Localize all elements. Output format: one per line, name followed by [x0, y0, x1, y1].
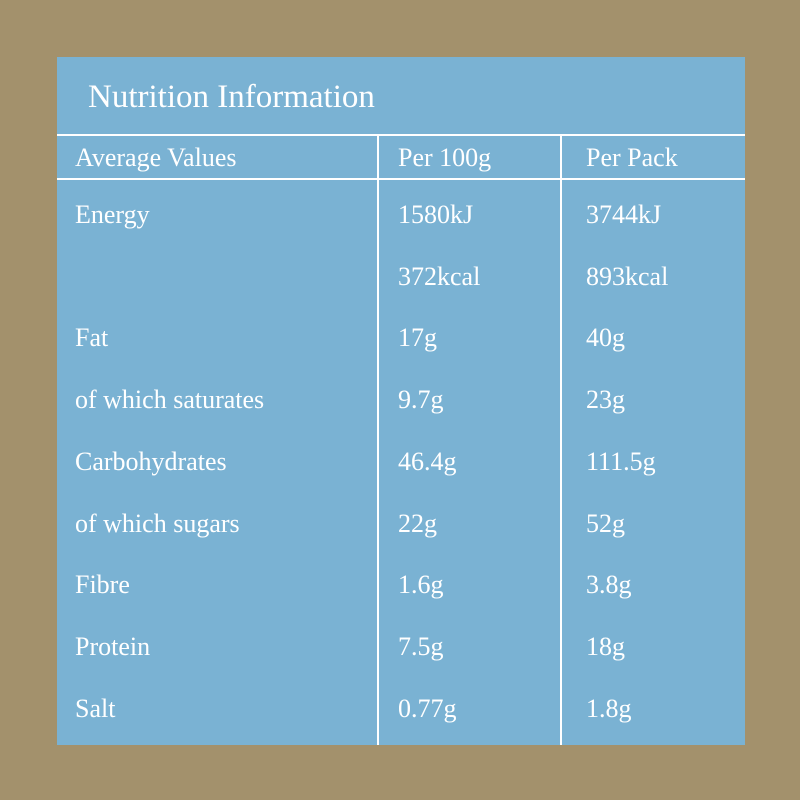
header-cell: Average Values [75, 143, 237, 172]
per-pack-cell: 893kcal [586, 261, 669, 291]
row-label: Protein [75, 631, 151, 661]
per-100g-cell: 372kcal [398, 261, 481, 291]
per-100g-cell: 7.5g [398, 631, 444, 661]
row-label: Fibre [75, 570, 130, 600]
per-100g-cell: 17g [398, 323, 437, 353]
per-pack-cell: 3744kJ [586, 200, 662, 229]
per-pack-cell: 111.5g [586, 446, 656, 476]
row-label: of which sugars [75, 508, 240, 538]
per-pack-cell: 52g [586, 508, 625, 538]
per-100g-cell: 9.7g [398, 385, 444, 415]
header-cell: Per 100g [398, 143, 492, 172]
row-label: of which saturates [75, 385, 265, 415]
per-100g-cell: 1.6g [398, 570, 444, 600]
nutrition-panel: Nutrition Information Average Values Per… [57, 57, 745, 745]
per-pack-cell: 3.8g [586, 570, 632, 600]
row-label: Energy [75, 200, 150, 229]
per-100g-cell: 0.77g [398, 693, 457, 723]
per-pack-cell: 40g [586, 323, 625, 353]
row-label: Salt [75, 693, 116, 723]
per-pack-cell: 18g [586, 631, 625, 661]
row-label: Carbohydrates [75, 446, 227, 476]
row-label: Fat [75, 323, 109, 353]
per-pack-cell: 1.8g [586, 693, 632, 723]
divider [57, 134, 745, 136]
divider [57, 178, 745, 180]
column-divider [377, 135, 379, 745]
per-100g-cell: 22g [398, 508, 437, 538]
per-100g-cell: 46.4g [398, 446, 457, 476]
per-100g-cell: 1580kJ [398, 200, 474, 229]
column-divider [560, 135, 562, 745]
per-pack-cell: 23g [586, 385, 625, 415]
title: Nutrition Information [88, 79, 375, 115]
header-cell: Per Pack [586, 143, 678, 172]
